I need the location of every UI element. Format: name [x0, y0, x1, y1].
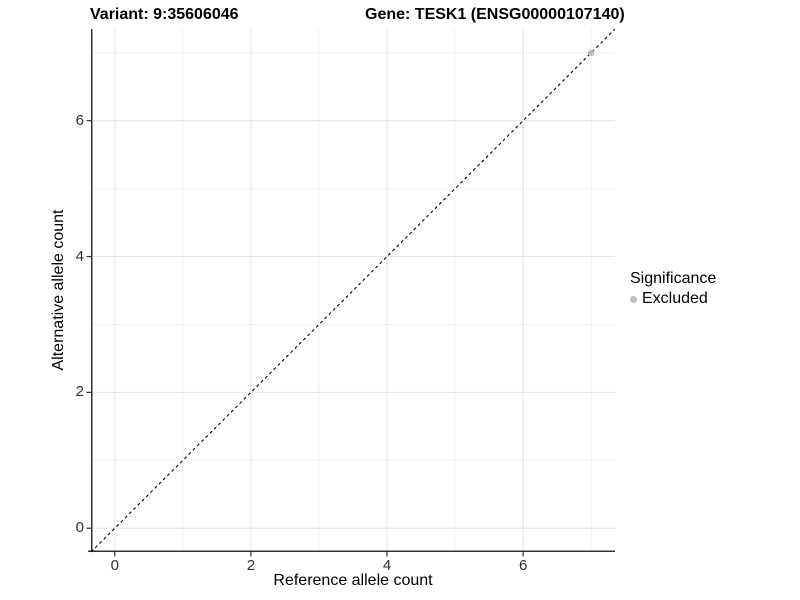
- x-tick-label: 6: [518, 557, 528, 574]
- x-axis-title: Reference allele count: [273, 572, 433, 589]
- x-tick-label: 0: [110, 557, 119, 574]
- y-tick-label: 4: [75, 247, 84, 265]
- legend-key-dot-icon: [630, 295, 637, 303]
- legend-items: Excluded: [630, 290, 716, 308]
- y-axis-title: Alternative allele count: [50, 209, 67, 371]
- y-tick-label: 2: [75, 383, 84, 401]
- y-tick-label: 0: [75, 519, 84, 537]
- y-tick-label: 6: [75, 111, 84, 129]
- legend-item-label: Excluded: [642, 290, 708, 307]
- identity-dashed-line: [90, 28, 616, 553]
- gene-title: Gene: TESK1 (ENSG00000107140): [365, 6, 625, 23]
- x-tick-label: 2: [246, 557, 256, 574]
- legend-item: Excluded: [630, 290, 716, 308]
- plot-panel: [86, 28, 616, 557]
- legend: Significance Excluded: [630, 270, 716, 308]
- legend-title: Significance: [630, 270, 717, 287]
- variant-title: Variant: 9:35606046: [90, 6, 239, 23]
- data-point-excluded: [587, 49, 595, 56]
- x-tick-label: 4: [382, 557, 392, 574]
